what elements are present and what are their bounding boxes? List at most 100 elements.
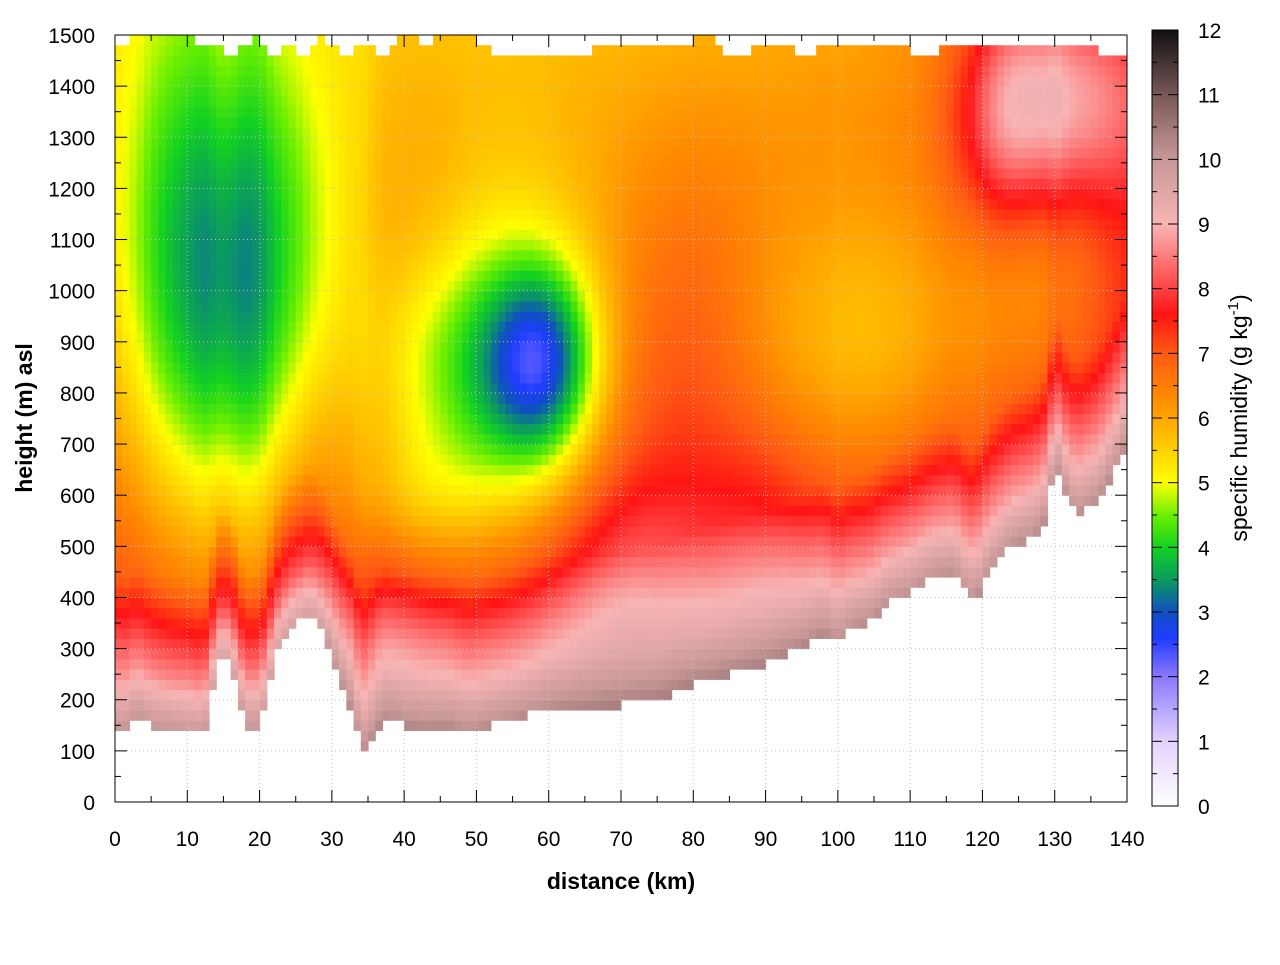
heat-cell-1584 bbox=[288, 392, 297, 404]
heat-cell-3109 bbox=[461, 617, 470, 629]
heat-cell-339 bbox=[151, 679, 159, 691]
heat-cell-3474 bbox=[498, 300, 506, 312]
heat-cell-1654 bbox=[295, 249, 304, 261]
heat-cell-4773 bbox=[642, 167, 651, 179]
heat-cell-2498 bbox=[396, 628, 405, 639]
heat-cell-556 bbox=[172, 546, 181, 558]
heat-cell-798 bbox=[194, 157, 203, 169]
heat-cell-982 bbox=[216, 219, 225, 230]
heat-cell-548 bbox=[172, 628, 181, 639]
heat-cell-1793 bbox=[317, 536, 326, 547]
heat-cell-2489 bbox=[389, 45, 398, 57]
heat-cell-202 bbox=[136, 699, 145, 711]
heat-cell-2619 bbox=[404, 86, 412, 97]
heat-cell-1063 bbox=[230, 628, 239, 639]
heat-cell-2659 bbox=[411, 372, 420, 384]
heat-cell-2160 bbox=[360, 699, 369, 711]
heat-cell-2748 bbox=[418, 157, 427, 169]
heat-cell-1036 bbox=[223, 280, 232, 292]
heat-cell-3250 bbox=[476, 566, 485, 578]
heat-cell-3360 bbox=[483, 127, 492, 138]
heat-cell-1345 bbox=[259, 444, 268, 455]
heat-cell-458 bbox=[158, 157, 167, 169]
heat-cell-4511 bbox=[613, 229, 622, 241]
heat-cell-2227 bbox=[368, 709, 376, 721]
heat-cell-4306 bbox=[592, 331, 600, 343]
heat-cell-500 bbox=[165, 423, 174, 435]
heat-cell-116 bbox=[122, 219, 131, 230]
heat-cell-3798 bbox=[534, 290, 543, 302]
heat-cell-2053 bbox=[346, 413, 355, 425]
heat-cell-3576 bbox=[512, 587, 521, 599]
heat-cell-2036 bbox=[346, 587, 355, 599]
heat-cell-4249 bbox=[584, 259, 593, 271]
heat-cell-1434 bbox=[266, 167, 275, 179]
heat-cell-138 bbox=[129, 669, 138, 680]
heat-cell-3113 bbox=[461, 577, 470, 588]
heat-cell-4173 bbox=[577, 382, 586, 394]
heat-cell-512 bbox=[165, 300, 174, 312]
heat-cell-2115 bbox=[353, 454, 362, 466]
heat-cell-1981 bbox=[339, 495, 347, 507]
heat-cell-2508 bbox=[396, 525, 405, 537]
heat-cell-4098 bbox=[570, 495, 579, 507]
heat-cell-1062 bbox=[230, 638, 239, 650]
heat-cell-4315 bbox=[592, 239, 600, 251]
heat-cell-3696 bbox=[527, 679, 535, 691]
heat-cell-2358 bbox=[375, 55, 384, 67]
heat-cell-1273 bbox=[252, 505, 261, 517]
heat-cell-2470 bbox=[389, 239, 398, 251]
heat-cell-3186 bbox=[469, 525, 478, 537]
heat-cell-1550 bbox=[281, 157, 290, 169]
heat-cell-261 bbox=[136, 96, 145, 108]
heat-cell-4246 bbox=[584, 290, 593, 302]
heat-cell-1240 bbox=[245, 157, 253, 169]
heat-cell-3172 bbox=[469, 669, 478, 680]
heat-cell-1821 bbox=[317, 249, 326, 261]
heat-cell-4853 bbox=[657, 658, 665, 670]
heat-cell-3364 bbox=[483, 86, 492, 97]
heat-cell-3639 bbox=[519, 607, 528, 619]
heat-cell-1987 bbox=[339, 433, 347, 445]
heat-cell-3656 bbox=[519, 433, 528, 445]
heat-cell-53 bbox=[115, 178, 123, 189]
heat-cell-4432 bbox=[606, 372, 615, 384]
heat-cell-6 bbox=[115, 658, 123, 670]
heat-cell-3112 bbox=[461, 587, 470, 599]
heat-cell-2069 bbox=[346, 249, 355, 261]
heat-cell-2763 bbox=[425, 689, 434, 701]
heat-cell-4668 bbox=[635, 587, 644, 599]
heat-cell-1411 bbox=[266, 403, 275, 414]
heat-cell-3349 bbox=[483, 239, 492, 251]
heat-cell-3247 bbox=[476, 597, 485, 609]
heat-cell-4214 bbox=[584, 617, 593, 629]
heat-cell-1091 bbox=[230, 341, 239, 353]
heat-cell-4065 bbox=[563, 178, 571, 189]
heat-cell-44 bbox=[115, 270, 123, 282]
heat-cell-4913 bbox=[657, 45, 665, 57]
heat-cell-3007 bbox=[447, 270, 456, 282]
heat-cell-1152 bbox=[237, 372, 246, 384]
heat-cell-1484 bbox=[274, 249, 282, 261]
heat-cell-1417 bbox=[266, 341, 275, 353]
heat-cell-4610 bbox=[628, 525, 637, 537]
heat-cell-1296 bbox=[252, 270, 261, 282]
heat-cell-3708 bbox=[527, 556, 535, 568]
heat-cell-1780 bbox=[310, 86, 318, 97]
heat-cell-1634 bbox=[295, 454, 304, 466]
heat-cell-533 bbox=[165, 86, 174, 97]
heat-cell-1248 bbox=[245, 75, 253, 87]
heat-cell-3139 bbox=[461, 311, 470, 322]
heat-cell-4201 bbox=[577, 96, 586, 108]
heat-cell-1688 bbox=[302, 464, 311, 476]
heat-cell-1100 bbox=[230, 249, 239, 261]
heat-cell-3686 bbox=[519, 127, 528, 138]
heat-cell-64 bbox=[115, 65, 123, 77]
heat-cell-1718 bbox=[302, 157, 311, 169]
heat-cell-4902 bbox=[657, 157, 665, 169]
heat-cell-3443 bbox=[498, 617, 506, 629]
heat-cell-2892 bbox=[433, 55, 441, 67]
heat-cell-3631 bbox=[519, 689, 528, 701]
heat-cell-2306 bbox=[375, 587, 384, 599]
heat-cell-4764 bbox=[642, 259, 651, 271]
